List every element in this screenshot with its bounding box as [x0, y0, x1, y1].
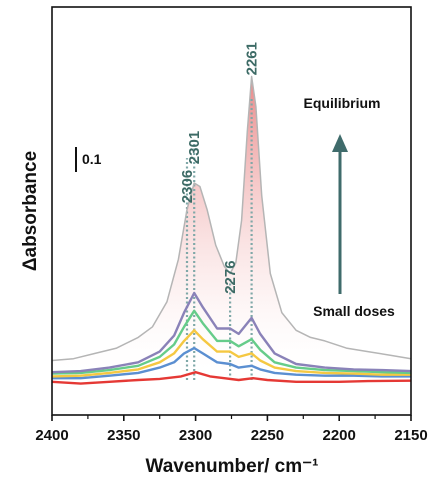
series-line-3	[51, 329, 411, 378]
x-tick-label-2: 2350	[107, 427, 140, 444]
x-axis-title: Wavenumber/ cm⁻¹	[146, 456, 319, 477]
x-tick-label-3: 2300	[179, 427, 212, 444]
peak-label-2306: 2306	[179, 170, 196, 203]
peak-label-2261: 2261	[244, 42, 261, 75]
scale-bar-label: 0.1	[82, 151, 102, 167]
dose-arrow-icon	[332, 134, 348, 294]
x-tick-label-5: 2200	[323, 427, 356, 444]
x-tick-label-4: 2250	[251, 427, 284, 444]
annotation-small-doses: Small doses	[313, 303, 395, 319]
series-line-1	[51, 371, 412, 385]
series-layer	[51, 75, 412, 385]
x-tick-label-1: 2400	[35, 427, 68, 444]
series-fill-area	[52, 76, 411, 380]
series-line-6	[51, 75, 412, 362]
peak-label-2301: 2301	[186, 131, 203, 164]
y-axis-title: Δabsorbance	[20, 151, 41, 271]
series-line-4	[51, 309, 412, 375]
series-line-5	[51, 291, 412, 374]
x-tick-label-6: 2150	[394, 427, 427, 444]
peak-fill-layer	[52, 76, 411, 380]
series-line-2	[52, 346, 411, 380]
x-axis: 2400 2350 2300 2250 2200 2150	[35, 415, 428, 444]
annotation-equilibrium: Equilibrium	[304, 95, 381, 111]
peak-labels: 2306 2301 2276 2261	[179, 42, 261, 294]
peak-label-2276: 2276	[222, 260, 239, 293]
